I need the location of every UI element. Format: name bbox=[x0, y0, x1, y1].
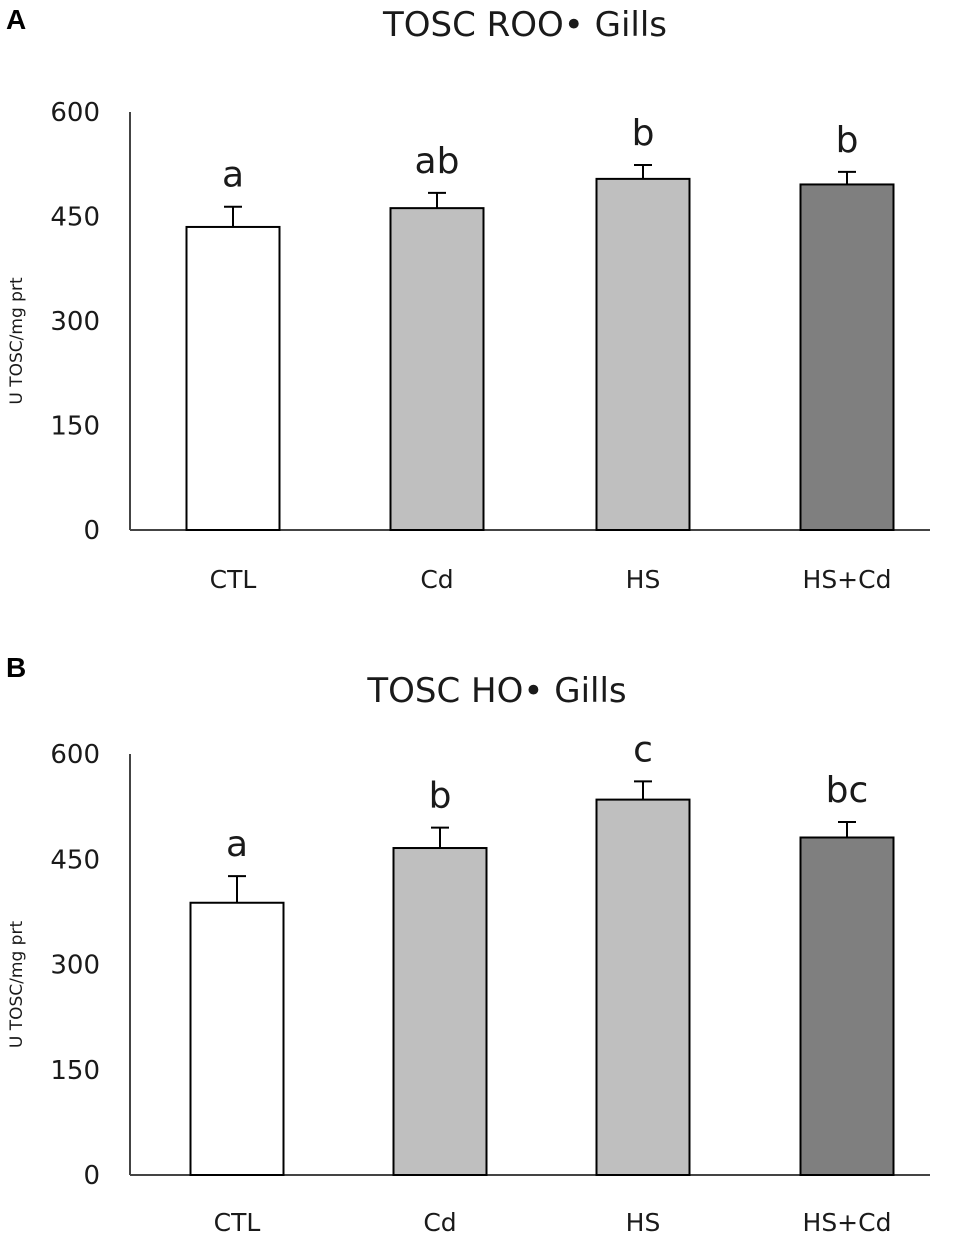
significance-label: a bbox=[222, 155, 244, 196]
bar-cd bbox=[389, 207, 485, 531]
chart-panel-a: TOSC ROO• Gills 0 150 300 450 600 U TOSC/mg pr… bbox=[7, 5, 930, 594]
significance-label: b bbox=[632, 113, 655, 154]
chart-panel-b: TOSC HO• Gills 0 150 300 450 600 U TOSC/mg prt… bbox=[7, 671, 930, 1236]
x-category-label: Cd bbox=[420, 565, 453, 594]
panel-label-a: A bbox=[6, 4, 27, 35]
x-category-label: HS bbox=[626, 565, 661, 594]
y-axis-title: U TOSC/mg prt bbox=[7, 277, 27, 405]
y-tick-label: 450 bbox=[50, 203, 100, 233]
bar-cd bbox=[392, 847, 488, 1176]
y-axis-title: U TOSC/mg prt bbox=[7, 921, 27, 1049]
bar-hs-plus-cd bbox=[799, 183, 895, 531]
significance-label: b bbox=[429, 776, 452, 817]
significance-label: ab bbox=[415, 141, 460, 182]
y-tick-label: 600 bbox=[50, 740, 100, 770]
y-tick-label: 150 bbox=[50, 1056, 100, 1086]
bar-hs bbox=[595, 177, 691, 531]
x-category-label: HS+Cd bbox=[803, 565, 892, 594]
x-category-label: CTL bbox=[210, 565, 257, 594]
y-tick-label: 600 bbox=[50, 98, 100, 128]
bar-ctl bbox=[185, 225, 281, 531]
significance-label: b bbox=[836, 120, 859, 161]
significance-label: c bbox=[633, 729, 653, 770]
y-tick-label: 150 bbox=[50, 412, 100, 442]
bar-ctl bbox=[189, 901, 285, 1176]
bar-hs bbox=[595, 798, 691, 1176]
significance-label: bc bbox=[826, 770, 869, 811]
y-tick-label: 0 bbox=[83, 1161, 100, 1191]
x-category-label: HS+Cd bbox=[803, 1208, 892, 1236]
bar-hs-plus-cd bbox=[799, 836, 895, 1177]
x-category-label: CTL bbox=[214, 1208, 261, 1236]
chart-title: TOSC HO• Gills bbox=[366, 671, 626, 711]
y-tick-label: 300 bbox=[50, 307, 100, 337]
panel-label-b: B bbox=[6, 652, 27, 683]
significance-label: a bbox=[226, 824, 248, 865]
x-category-label: HS bbox=[626, 1208, 661, 1236]
y-tick-label: 0 bbox=[83, 516, 100, 546]
y-tick-label: 300 bbox=[50, 951, 100, 981]
chart-title: TOSC ROO• Gills bbox=[382, 5, 667, 45]
x-category-label: Cd bbox=[423, 1208, 456, 1236]
y-tick-label: 450 bbox=[50, 845, 100, 875]
